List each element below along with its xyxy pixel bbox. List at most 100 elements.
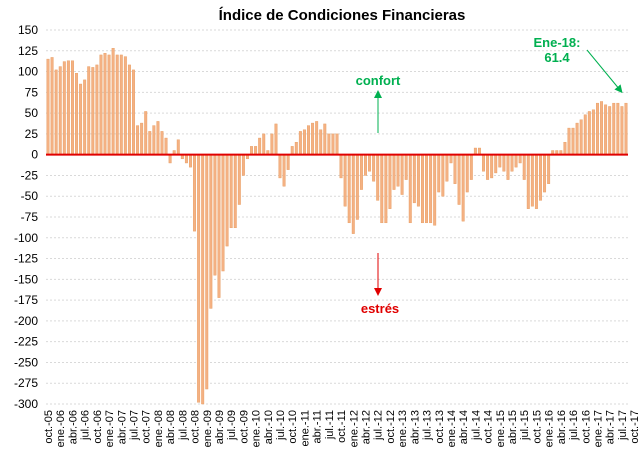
bar bbox=[457, 154, 461, 205]
x-tick-label: jul.-14 bbox=[470, 410, 482, 441]
x-tick-label: jul.-10 bbox=[275, 410, 287, 441]
bar bbox=[168, 154, 172, 164]
bar bbox=[612, 102, 616, 155]
bar bbox=[359, 154, 363, 190]
bar bbox=[193, 154, 197, 232]
bar bbox=[50, 57, 54, 155]
bar bbox=[469, 154, 473, 180]
x-tick-label: abr.-13 bbox=[409, 410, 421, 444]
bar bbox=[164, 137, 168, 155]
y-tick-label: 100 bbox=[18, 65, 38, 79]
y-tick-label: -225 bbox=[14, 335, 38, 349]
bar bbox=[408, 154, 412, 224]
bar bbox=[331, 133, 335, 155]
bar bbox=[624, 102, 628, 155]
bar bbox=[290, 146, 294, 155]
bar bbox=[213, 154, 217, 276]
y-tick-label: -100 bbox=[14, 231, 38, 245]
bar bbox=[461, 154, 465, 222]
bar bbox=[311, 122, 315, 155]
x-tick-label: abr.-11 bbox=[312, 410, 324, 443]
bar bbox=[205, 154, 209, 390]
x-tick-label: jul.-12 bbox=[373, 410, 385, 441]
bar bbox=[152, 125, 156, 155]
x-tick-label: abr.-08 bbox=[165, 410, 177, 444]
x-tick-label: ene.-12 bbox=[348, 410, 360, 447]
bar bbox=[441, 154, 445, 197]
y-tick-label: -125 bbox=[14, 252, 38, 266]
bar bbox=[465, 154, 469, 193]
bar bbox=[99, 54, 103, 155]
bar bbox=[506, 154, 510, 180]
bar bbox=[514, 154, 518, 168]
x-tick-label: jul.-09 bbox=[226, 410, 238, 441]
bar bbox=[547, 154, 551, 184]
bar bbox=[262, 133, 266, 155]
x-tick-label: oct.-12 bbox=[385, 410, 397, 444]
x-tick-label: oct.-09 bbox=[238, 410, 250, 444]
bar bbox=[315, 121, 319, 155]
bar bbox=[176, 139, 180, 155]
x-tick-label: abr.-10 bbox=[263, 410, 275, 444]
x-tick-label: abr.-14 bbox=[458, 410, 470, 444]
bar bbox=[453, 154, 457, 184]
x-tick-label: ene.-11 bbox=[299, 410, 311, 447]
bar bbox=[567, 127, 571, 155]
bar bbox=[319, 129, 323, 155]
bar bbox=[87, 66, 91, 155]
x-tick-label: oct.-10 bbox=[287, 410, 299, 444]
bar bbox=[282, 154, 286, 187]
x-tick-label: abr.-12 bbox=[360, 410, 372, 444]
y-tick-label: 150 bbox=[18, 23, 38, 37]
y-tick-label: -75 bbox=[21, 210, 39, 224]
x-tick-label: abr.-16 bbox=[556, 410, 568, 444]
bar bbox=[115, 54, 119, 155]
bar bbox=[254, 146, 258, 155]
bar bbox=[416, 154, 420, 207]
x-tick-label: oct.-13 bbox=[434, 410, 446, 444]
bar bbox=[400, 154, 404, 195]
bar bbox=[229, 154, 233, 229]
x-tick-label: abr.-07 bbox=[116, 410, 128, 444]
x-tick-label: jul.-16 bbox=[568, 410, 580, 441]
bar bbox=[351, 154, 355, 234]
y-tick-label: 75 bbox=[25, 85, 39, 99]
bar bbox=[148, 131, 152, 155]
bar bbox=[355, 154, 359, 220]
bar bbox=[184, 154, 188, 164]
y-tick-label: -275 bbox=[14, 376, 38, 390]
bar bbox=[160, 131, 164, 155]
bar bbox=[323, 123, 327, 155]
x-tick-label: jul.-11 bbox=[324, 410, 336, 440]
bar bbox=[339, 154, 343, 179]
bar bbox=[376, 154, 380, 201]
bar bbox=[412, 154, 416, 204]
bar bbox=[620, 106, 624, 155]
bar bbox=[380, 154, 384, 224]
bar bbox=[46, 58, 50, 155]
x-tick-label: oct.-17 bbox=[629, 410, 640, 444]
x-tick-label: jul.-06 bbox=[80, 410, 92, 441]
y-tick-label: -300 bbox=[14, 397, 38, 411]
x-axis-ticks: oct.-05 ene.-06 abr.-06 jul.-06 oct.-06 ene.-… bbox=[43, 410, 640, 447]
bar bbox=[368, 154, 372, 172]
bar bbox=[225, 154, 229, 247]
bar bbox=[530, 154, 534, 207]
bar bbox=[604, 104, 608, 155]
x-tick-label: oct.-06 bbox=[92, 410, 104, 444]
x-tick-label: ene.-14 bbox=[446, 410, 458, 447]
bar-series bbox=[46, 48, 628, 405]
x-tick-label: jul.-07 bbox=[129, 410, 141, 441]
bar bbox=[388, 154, 392, 209]
bar bbox=[518, 154, 522, 164]
bar bbox=[270, 133, 274, 155]
y-axis-ticks: 150 125 100 75 50 25 0 -25 -50 -75 -100 -125 -150 -17… bbox=[14, 23, 38, 411]
bar bbox=[494, 154, 498, 174]
x-tick-label: oct.-16 bbox=[580, 410, 592, 444]
bar bbox=[437, 154, 441, 193]
x-tick-label: oct.-07 bbox=[141, 410, 153, 444]
bar bbox=[237, 154, 241, 205]
bar bbox=[449, 154, 453, 164]
y-tick-label: -175 bbox=[14, 293, 38, 307]
bar bbox=[404, 154, 408, 180]
